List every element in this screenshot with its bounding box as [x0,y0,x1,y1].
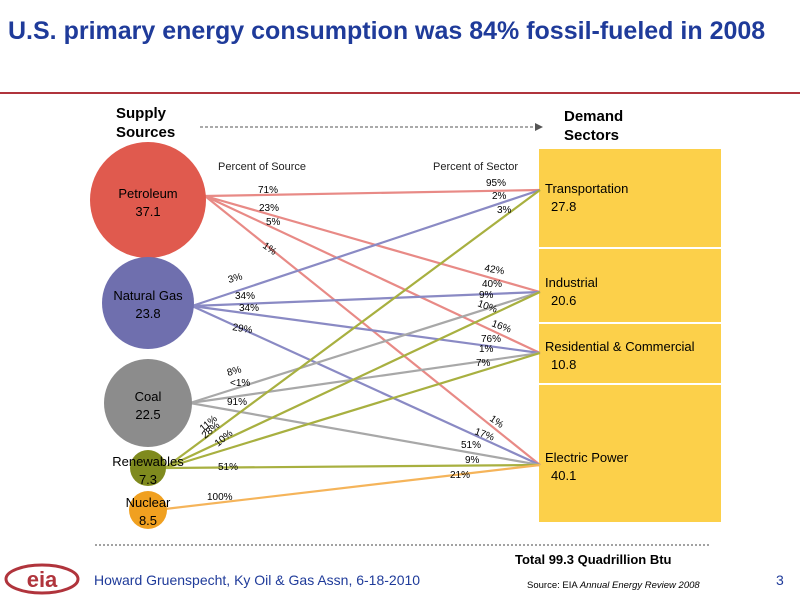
flow-line-coal-to-electric-power [189,401,541,467]
sector-value: 27.8 [551,199,577,214]
source-name: Renewables [112,454,184,469]
footer-author: Howard Gruenspecht, Ky Oil & Gas Assn, 6… [94,572,421,588]
pct-of-sector-renewables-to-electric-power: 9% [465,455,480,466]
pct-of-sector-coal-to-residential-and-commercial: 1% [479,344,494,355]
footer-source-title: Annual Energy Review 2008 [579,580,700,591]
source-value: 37.1 [135,204,161,219]
source-name: Coal [134,389,162,404]
flow-line-natural-gas-to-industrial [191,290,541,308]
percent-of-sector-header: Percent of Sector [433,161,518,173]
sector-box-residential-and-commercial [539,324,721,383]
source-value: 23.8 [135,306,161,321]
pct-of-source-coal-to-industrial: 8% [226,365,243,379]
sector-name: Electric Power [545,450,629,465]
pct-of-sector-nuclear-to-electric-power: 21% [450,470,470,481]
source-label-renewables: Renewables 7.3 [88,453,208,489]
percent-of-source-header: Percent of Source [218,161,307,173]
flow-line-natural-gas-to-residential-and-commercial [191,304,541,355]
pct-of-sector-natural-gas-to-industrial: 40% [482,279,502,290]
page-number: 3 [776,572,784,588]
total-consumption: Total 99.3 Quadrillion Btu [515,552,672,567]
supply-header-line1: Supply [116,105,167,122]
demand-header-line2: Sectors [564,127,620,144]
flow-line-renewables-to-transportation [164,189,541,469]
sector-value: 20.6 [551,293,577,308]
sector-label-transportation: Transportation 27.8 [545,180,628,216]
eia-logo-text: eia [27,567,58,592]
pct-of-source-renewables-to-electric-power: 51% [218,462,238,473]
footer-source: Source: EIA Annual Energy Review 2008 [527,580,700,591]
sector-box-electric-power [539,385,721,522]
flow-line-coal-to-residential-and-commercial [189,351,541,405]
slide-title: U.S. primary energy consumption was 84% … [8,17,766,45]
flow-line-petroleum-to-residential-and-commercial [204,195,541,354]
pct-of-sector-petroleum-to-transportation: 95% [486,178,506,189]
pct-of-sector-petroleum-to-industrial: 42% [483,263,505,277]
flow-line-natural-gas-to-electric-power [191,304,541,467]
pct-of-sector-renewables-to-residential-and-commercial: 7% [476,358,491,369]
source-value: 22.5 [135,407,161,422]
pct-of-source-nuclear-to-electric-power: 100% [207,492,233,503]
eia-logo: eia [4,563,80,595]
source-name: Petroleum [118,186,178,201]
pct-of-source-petroleum-to-residential-and-commercial: 5% [266,217,281,228]
pct-of-sector-petroleum-to-electric-power: 1% [487,413,505,430]
sector-value: 40.1 [551,468,577,483]
source-value: 8.5 [138,513,158,528]
pct-of-sector-natural-gas-to-residential-and-commercial: 76% [481,334,501,345]
sector-label-residential-and-commercial: Residential & Commercial 10.8 [545,338,695,374]
source-label-natural-gas: Natural Gas 23.8 [88,287,208,323]
source-circle-natural-gas [102,257,194,349]
source-name: Natural Gas [113,288,183,303]
demand-header-line1: Demand [564,108,624,125]
source-label-petroleum: Petroleum 37.1 [88,185,208,221]
source-name: Nuclear [125,495,171,510]
flow-line-petroleum-to-industrial [204,194,541,294]
source-circle-petroleum [90,142,206,258]
footer-source-prefix: Source: EIA [527,580,580,591]
header-arrow-head [535,123,543,131]
pct-of-source-natural-gas-to-industrial: 34% [235,291,255,302]
pct-of-sector-renewables-to-industrial: 10% [476,298,499,315]
flow-line-nuclear-to-electric-power [164,463,541,511]
sector-name: Transportation [545,181,629,196]
demand-sectors-header: Demand Sectors [564,107,623,145]
source-label-coal: Coal 22.5 [88,388,208,424]
pct-of-source-natural-gas-to-residential-and-commercial: 34% [239,303,259,314]
pct-of-sector-renewables-to-transportation: 3% [497,205,512,216]
sector-name: Residential & Commercial [545,339,695,354]
title-divider [0,92,800,94]
sector-box-industrial [539,249,721,322]
pct-of-sector-natural-gas-to-transportation: 2% [492,191,507,202]
pct-of-source-natural-gas-to-electric-power: 29% [231,322,253,336]
pct-of-sector-coal-to-electric-power: 51% [461,440,481,451]
flow-line-natural-gas-to-transportation [191,188,541,308]
sector-name: Industrial [545,275,598,290]
pct-of-source-petroleum-to-transportation: 71% [258,185,278,196]
flow-line-renewables-to-electric-power [164,463,541,470]
source-circle-nuclear [129,491,167,529]
pct-of-source-coal-to-residential-and-commercial: <1% [230,378,250,389]
source-circle-renewables [130,450,166,486]
source-value: 7.3 [138,472,158,487]
pct-of-sector-coal-to-industrial: 9% [479,290,494,301]
flow-line-petroleum-to-transportation [204,188,541,198]
source-circle-coal [104,359,192,447]
flow-line-renewables-to-residential-and-commercial [164,351,541,470]
sector-value: 10.8 [551,357,577,372]
sector-label-electric-power: Electric Power 40.1 [545,449,628,485]
sector-label-industrial: Industrial 20.6 [545,274,598,310]
sector-box-transportation [539,149,721,247]
flow-line-renewables-to-industrial [164,291,541,469]
supply-sources-header: Supply Sources [116,104,175,142]
flow-line-coal-to-industrial [189,290,541,405]
source-label-nuclear: Nuclear 8.5 [88,494,208,530]
pct-of-source-natural-gas-to-transportation: 3% [227,272,244,286]
supply-header-line2: Sources [116,124,176,141]
pct-of-source-coal-to-electric-power: 91% [227,397,247,408]
pct-of-source-petroleum-to-industrial: 23% [259,203,279,214]
